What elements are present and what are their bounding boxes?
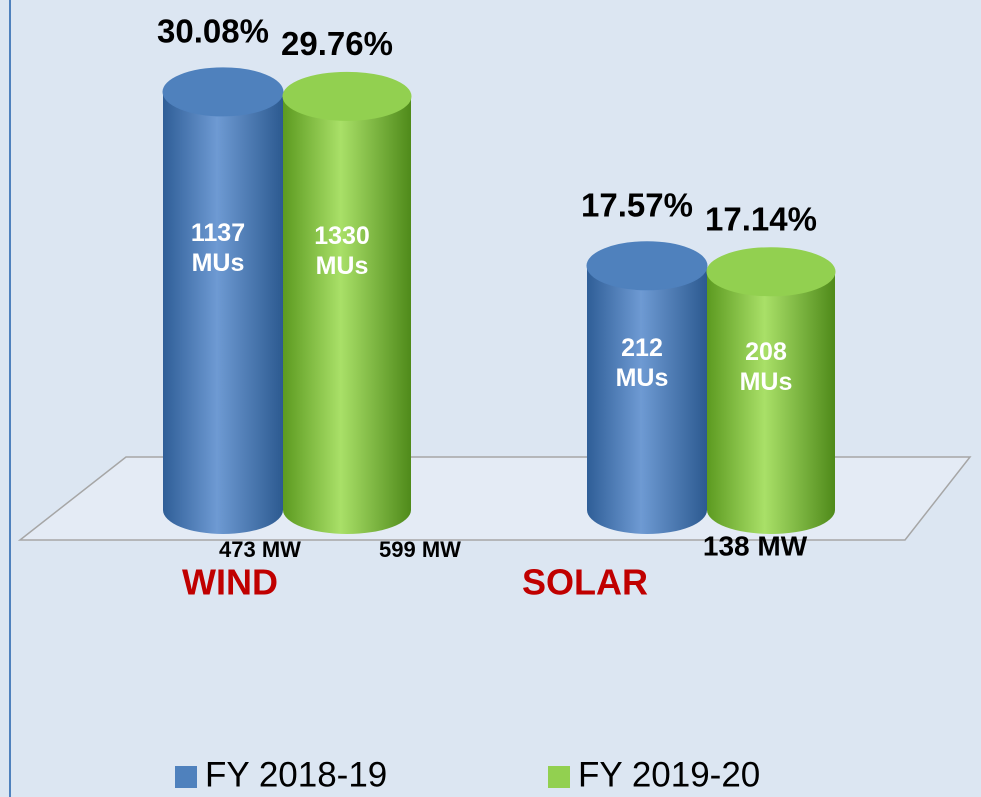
value-label: 30.08% — [157, 13, 269, 50]
inner-label: 1330 MUs — [314, 222, 370, 280]
category-label: SOLAR — [522, 562, 648, 603]
legend-swatch — [175, 766, 197, 788]
cylinder-top — [586, 241, 708, 291]
mw-label: 138 MW — [703, 530, 808, 561]
inner-label: 1137 MUs — [191, 219, 245, 277]
cylinder-body — [587, 265, 707, 534]
inner-label: 212 MUs — [616, 333, 669, 391]
cylinder-top — [706, 247, 836, 297]
cylinder-body — [283, 96, 411, 534]
cylinder — [586, 241, 708, 534]
value-label: 17.57% — [581, 186, 693, 223]
cylinder-top — [282, 71, 412, 121]
legend-label: FY 2019-20 — [578, 755, 760, 794]
value-label: 29.76% — [281, 25, 393, 62]
cylinder-body — [163, 91, 283, 534]
legend-label: FY 2018-19 — [205, 755, 387, 794]
cylinder — [162, 67, 284, 534]
cylinder — [282, 71, 412, 534]
mw-label: 599 MW — [379, 537, 461, 562]
inner-label: 208 MUs — [740, 337, 793, 395]
value-label: 17.14% — [705, 200, 817, 237]
category-label: WIND — [182, 562, 278, 603]
cylinder — [706, 247, 836, 534]
mw-label: 473 MW — [219, 537, 301, 562]
cylinder-body — [707, 271, 835, 534]
cylinder-top — [162, 67, 284, 117]
legend-swatch — [548, 766, 570, 788]
